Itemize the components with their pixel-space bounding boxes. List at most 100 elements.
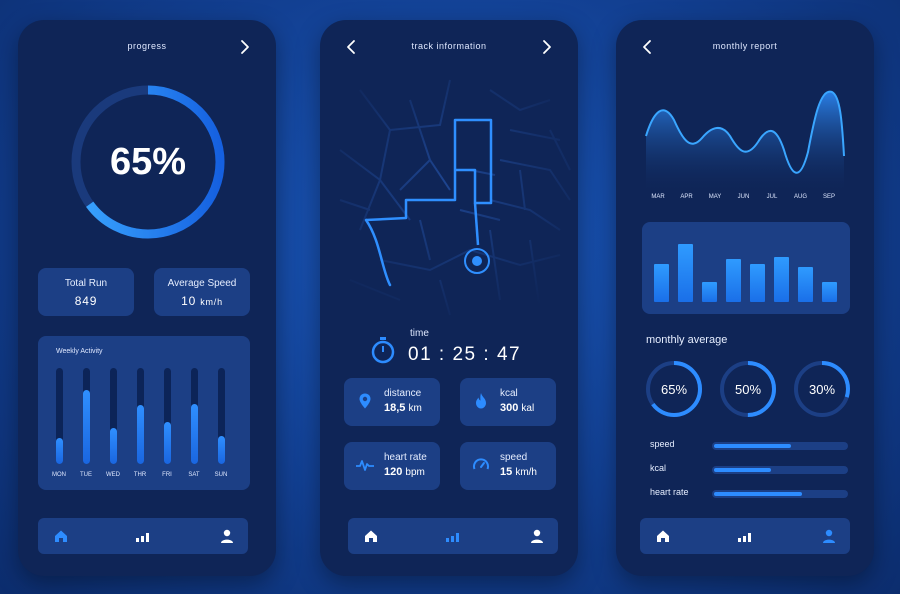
progress-screen: progress 65% Total Run 849 Average Speed… (18, 20, 276, 576)
monthly-average-title: monthly average (646, 334, 728, 346)
metric-progress-fill (714, 468, 771, 472)
weekly-bar (110, 368, 117, 464)
weekly-activity-card: Weekly Activity MON TUE WED THR FRI SAT SUN (38, 336, 250, 490)
speed-unit: km/h (515, 467, 537, 478)
weekly-bar (191, 368, 198, 464)
home-icon[interactable] (362, 527, 380, 545)
distance-number: 18,5 (384, 402, 406, 414)
speedometer-icon (473, 458, 489, 470)
metric-progress-track (712, 466, 848, 474)
stats-icon[interactable] (736, 527, 754, 545)
weekly-bar (137, 368, 144, 464)
speed-number: 15 (500, 466, 513, 478)
monthly-bar (654, 264, 669, 302)
month-label: MAR (651, 194, 665, 200)
heart-rate-label: heart rate (384, 452, 427, 463)
total-run-label: Total Run (64, 278, 108, 289)
speed-value: 15 km/h (500, 466, 537, 478)
day-label: MON (52, 472, 66, 478)
chevron-right-icon[interactable] (538, 38, 556, 56)
bottom-nav (348, 518, 558, 554)
distance-unit: km (408, 403, 422, 414)
profile-icon[interactable] (820, 527, 838, 545)
average-speed-card: Average Speed 10 km/h (154, 268, 250, 316)
average-ring-arc (646, 361, 702, 417)
flame-icon (476, 393, 486, 409)
total-run-value: 849 (74, 294, 98, 308)
chevron-right-icon[interactable] (236, 38, 254, 56)
speed-card: speed 15 km/h (460, 442, 556, 490)
average-ring (646, 361, 702, 417)
top-bar: track information (320, 36, 578, 58)
metric-label: speed (650, 439, 675, 449)
average-ring-label: 65% (660, 381, 688, 397)
average-ring-arc (794, 361, 850, 417)
chevron-left-icon[interactable] (342, 38, 360, 56)
weekly-bar-fill (110, 428, 117, 464)
bottom-nav (38, 518, 248, 554)
weekly-bar-fill (218, 436, 225, 464)
home-icon[interactable] (654, 527, 672, 545)
distance-value: 18,5 km (384, 402, 422, 414)
bottom-nav (640, 518, 850, 554)
average-ring-label: 30% (808, 381, 836, 397)
day-label: FRI (162, 472, 172, 478)
weekly-bar-fill (56, 438, 63, 464)
profile-icon[interactable] (528, 527, 546, 545)
weekly-bar (218, 368, 225, 464)
average-ring (794, 361, 850, 417)
distance-card: distance 18,5 km (344, 378, 440, 426)
kcal-card: kcal 300 kal (460, 378, 556, 426)
kcal-unit: kal (521, 403, 535, 414)
report-screen: monthly report MAR APR MAY JUN JUL AUG SEP mon… (616, 20, 874, 576)
average-speed-unit: km/h (200, 297, 223, 307)
stats-icon[interactable] (134, 527, 152, 545)
profile-icon[interactable] (218, 527, 236, 545)
screen-title: progress (127, 41, 167, 51)
kcal-number: 300 (500, 402, 519, 414)
stopwatch-icon (371, 337, 395, 364)
metric-progress-track (712, 490, 848, 498)
total-run-card: Total Run 849 (38, 268, 134, 316)
month-label: JUL (766, 194, 778, 200)
kcal-value: 300 kal (500, 402, 534, 414)
heart-rate-number: 120 (384, 466, 403, 478)
home-icon[interactable] (52, 527, 70, 545)
weekly-bar (83, 368, 90, 464)
weekly-bar-fill (83, 390, 90, 464)
day-label: SUN (214, 472, 228, 478)
monthly-bar (702, 282, 717, 302)
time-value: 01 : 25 : 47 (408, 344, 522, 365)
distance-label: distance (384, 388, 422, 399)
monthly-bar-card (642, 222, 850, 314)
metric-progress-fill (714, 444, 791, 448)
monthly-bar (774, 257, 789, 302)
weekly-bar-fill (191, 404, 198, 464)
month-label: SEP (822, 194, 835, 200)
track-screen: track information (320, 20, 578, 576)
metric-label: heart rate (650, 487, 689, 497)
average-speed-label: Average Speed (167, 278, 237, 289)
average-speed-value: 10 km/h (154, 294, 250, 308)
monthly-bar (726, 259, 741, 302)
screen-title: track information (411, 41, 487, 51)
monthly-bar (750, 264, 765, 302)
weekly-bar (164, 368, 171, 464)
monthly-wave-chart (645, 90, 845, 190)
speed-label: speed (500, 452, 528, 463)
metric-progress-fill (714, 492, 802, 496)
metric-label: kcal (650, 463, 667, 473)
metric-progress-track (712, 442, 848, 450)
top-bar: monthly report (616, 36, 874, 58)
day-label: THR (133, 472, 147, 478)
heart-rate-value: 120 bpm (384, 466, 425, 478)
stats-icon[interactable] (444, 527, 462, 545)
top-bar: progress (18, 36, 276, 58)
heart-rate-unit: bpm (405, 467, 425, 478)
month-label: JUN (737, 194, 750, 200)
day-label: SAT (188, 472, 200, 478)
weekly-bar (56, 368, 63, 464)
kcal-label: kcal (500, 388, 518, 399)
route-map[interactable] (320, 70, 578, 320)
chevron-left-icon[interactable] (638, 38, 656, 56)
